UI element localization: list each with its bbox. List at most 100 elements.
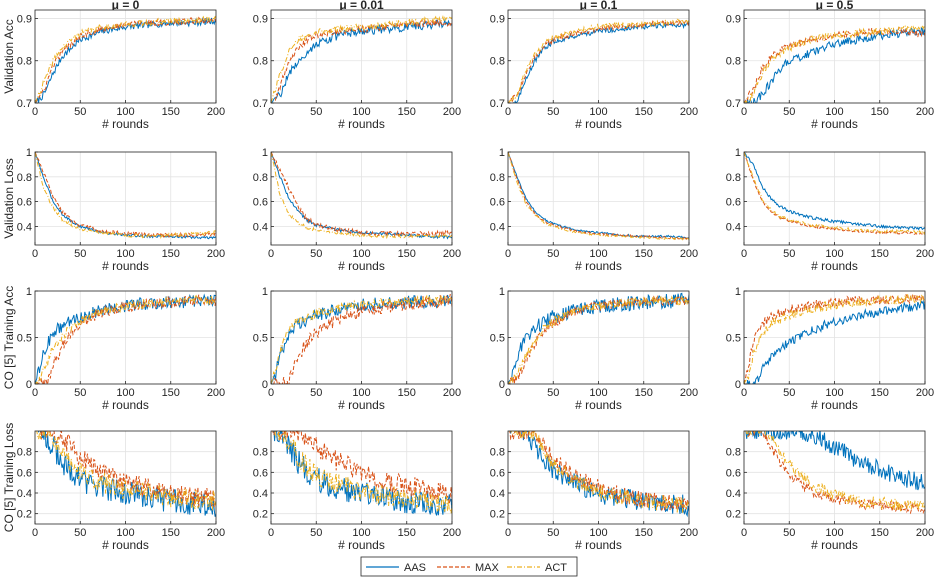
x-tick-label: 50 (74, 248, 86, 260)
subplot: 0 50 100 150 200 0.2 0.4 0.6 0.8 # rounds (726, 430, 934, 552)
series-line-act (35, 15, 216, 103)
column-title: μ = 0.1 (580, 0, 618, 12)
x-tick-label: 150 (162, 248, 180, 260)
x-tick-label: 50 (783, 248, 795, 260)
y-tick-label: 0.5 (17, 333, 32, 345)
legend-label-act: ACT (545, 562, 567, 574)
x-tick-label: 150 (398, 527, 416, 539)
row-ylabel: Validation Loss (2, 158, 16, 239)
x-tick-label: 100 (116, 387, 134, 399)
series-line-aas (508, 292, 689, 384)
y-tick-label: 0.7 (253, 98, 268, 110)
y-tick-label: 0.9 (253, 13, 268, 25)
series-line-aas (35, 431, 216, 517)
x-tick-label: 100 (352, 527, 370, 539)
column-title: μ = 0 (112, 0, 140, 12)
subplot: 0 50 100 150 200 0.4 0.6 0.8 1 # rounds (490, 147, 698, 273)
y-tick-label: 0.9 (490, 13, 505, 25)
x-tick-label: 150 (635, 527, 653, 539)
x-tick-label: 0 (741, 106, 747, 118)
y-tick-label: 0.8 (253, 56, 268, 68)
subplot: 0 50 100 150 200 0.2 0.4 0.6 0.8 # rounds (490, 430, 698, 552)
y-tick-label: 0.2 (490, 509, 505, 521)
subplot: 0 50 100 150 200 0 0.5 1 # rounds (490, 286, 698, 412)
y-tick-label: 0.6 (17, 197, 32, 209)
subplot: 0 50 100 150 200 0.7 0.8 0.9 # rounds (253, 9, 461, 131)
y-tick-label: 0.8 (17, 172, 32, 184)
y-tick-label: 0.8 (726, 172, 741, 184)
subplot: 0 50 100 150 200 0 0.5 1 # rounds (253, 286, 461, 412)
series-line-max (35, 16, 216, 103)
x-tick-label: 50 (74, 387, 86, 399)
y-tick-label: 0 (26, 379, 32, 391)
subplot: 0 50 100 150 200 0.7 0.8 0.9 # rounds (490, 9, 698, 131)
x-axis-label: # rounds (811, 538, 858, 552)
x-tick-label: 50 (74, 106, 86, 118)
y-tick-label: 0.6 (726, 467, 741, 479)
series-line-aas (508, 21, 689, 103)
y-tick-label: 0.8 (490, 172, 505, 184)
y-tick-label: 1 (735, 147, 741, 159)
series-line-act (744, 152, 925, 236)
x-tick-label: 50 (547, 106, 559, 118)
series-line-act (744, 293, 925, 384)
y-tick-label: 0.5 (490, 333, 505, 345)
x-tick-label: 150 (871, 387, 889, 399)
x-tick-label: 0 (32, 527, 38, 539)
x-tick-label: 0 (268, 248, 274, 260)
x-tick-label: 0 (32, 106, 38, 118)
series-line-max (271, 152, 452, 238)
x-tick-label: 0 (32, 387, 38, 399)
x-tick-label: 200 (680, 106, 698, 118)
x-axis-label: # rounds (575, 538, 622, 552)
x-tick-label: 50 (547, 248, 559, 260)
x-tick-label: 150 (635, 106, 653, 118)
subplot: 0 50 100 150 200 0.2 0.4 0.6 0.8 # rounds (253, 430, 461, 552)
x-tick-label: 0 (32, 248, 38, 260)
y-tick-label: 0 (499, 379, 505, 391)
y-tick-label: 0 (262, 379, 268, 391)
y-tick-label: 0.4 (726, 488, 741, 500)
series-line-act (744, 431, 925, 512)
x-tick-label: 0 (268, 527, 274, 539)
x-tick-label: 100 (589, 248, 607, 260)
x-tick-label: 100 (589, 527, 607, 539)
x-tick-label: 50 (310, 106, 322, 118)
x-tick-label: 150 (162, 106, 180, 118)
y-tick-label: 0.4 (17, 221, 32, 233)
x-tick-label: 200 (207, 387, 225, 399)
x-axis-label: # rounds (575, 398, 622, 412)
x-tick-label: 150 (398, 248, 416, 260)
legend-label-max: MAX (475, 562, 500, 574)
x-tick-label: 200 (916, 248, 934, 260)
series-line-aas (271, 431, 452, 516)
x-tick-label: 100 (116, 527, 134, 539)
x-axis-label: # rounds (102, 398, 149, 412)
x-tick-label: 100 (116, 106, 134, 118)
x-tick-label: 0 (741, 387, 747, 399)
subplot: 0 50 100 150 200 0.2 0.4 0.6 0.8 # rounds (17, 430, 225, 552)
y-tick-label: 0.6 (490, 197, 505, 209)
series-line-max (271, 294, 452, 384)
x-tick-label: 0 (741, 248, 747, 260)
y-tick-label: 0.4 (17, 488, 32, 500)
x-tick-label: 200 (680, 248, 698, 260)
x-tick-label: 100 (825, 106, 843, 118)
y-tick-label: 0.2 (726, 509, 741, 521)
x-tick-label: 50 (547, 527, 559, 539)
y-tick-label: 0.5 (726, 333, 741, 345)
x-axis-label: # rounds (338, 538, 385, 552)
y-tick-label: 0.2 (17, 509, 32, 521)
x-tick-label: 200 (443, 527, 461, 539)
x-tick-label: 0 (505, 248, 511, 260)
x-axis-label: # rounds (338, 398, 385, 412)
series-line-act (744, 23, 925, 103)
x-axis-label: # rounds (102, 538, 149, 552)
y-tick-label: 0.8 (726, 56, 741, 68)
x-tick-label: 100 (589, 106, 607, 118)
subplot: 0 50 100 150 200 0 0.5 1 # rounds (726, 286, 934, 412)
x-tick-label: 200 (443, 248, 461, 260)
series-line-act (271, 152, 452, 240)
subplot: 0 50 100 150 200 0.7 0.8 0.9 # rounds (726, 9, 934, 131)
